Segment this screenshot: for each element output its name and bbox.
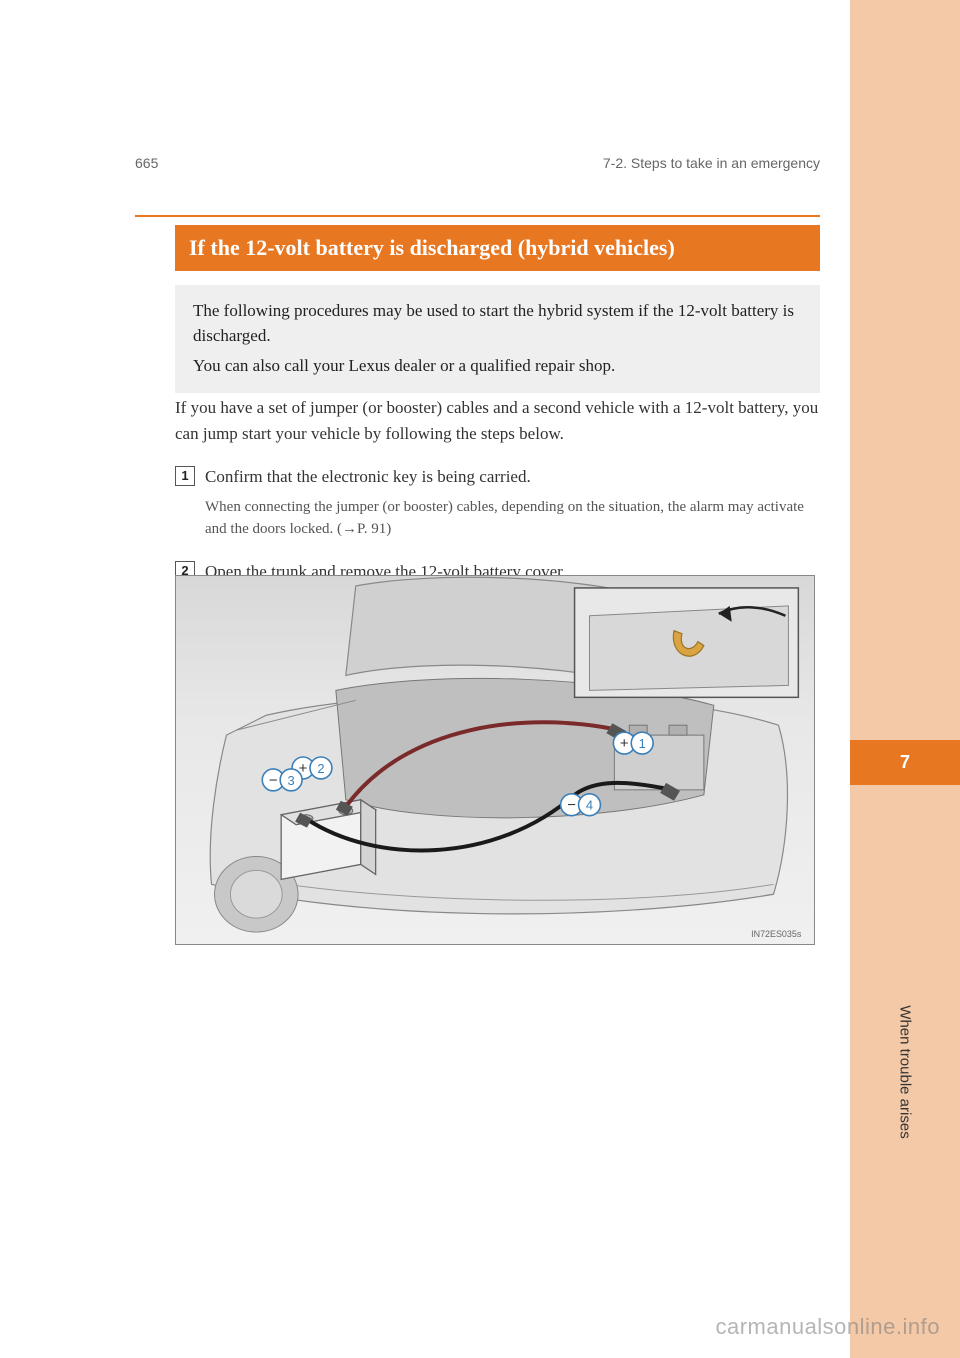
jumper-cable-diagram: +1+2−3−4 IN72ES035s — [175, 575, 815, 945]
image-code: IN72ES035s — [751, 929, 802, 939]
chapter-label: When trouble arises — [897, 1005, 914, 1138]
inset-panel — [575, 588, 799, 697]
side-column: 7 When trouble arises — [850, 0, 960, 1358]
page-title: If the 12-volt battery is discharged (hy… — [175, 225, 820, 271]
svg-text:2: 2 — [317, 761, 324, 776]
body-text: If you have a set of jumper (or booster)… — [175, 395, 820, 590]
chapter-tab: 7 — [850, 740, 960, 785]
svg-text:4: 4 — [586, 798, 593, 813]
svg-text:−: − — [567, 798, 576, 814]
step-number-icon: 1 — [175, 466, 195, 486]
header-rule — [135, 215, 820, 217]
svg-text:−: − — [269, 773, 278, 789]
side-label-wrap: When trouble arises — [850, 785, 960, 1358]
intro-line-2: You can also call your Lexus dealer or a… — [193, 354, 802, 379]
diagram-svg: +1+2−3−4 IN72ES035s — [176, 576, 814, 944]
body-lead: If you have a set of jumper (or booster)… — [175, 395, 820, 446]
page-header: 665 7-2. Steps to take in an emergency — [135, 155, 820, 171]
step-subtext: When connecting the jumper (or booster) … — [205, 496, 820, 541]
side-top-spacer — [850, 0, 960, 150]
svg-text:1: 1 — [639, 736, 646, 751]
watermark: carmanualsonline.info — [715, 1314, 940, 1340]
step-1: 1 Confirm that the electronic key is bei… — [175, 464, 820, 490]
intro-line-1: The following procedures may be used to … — [193, 299, 802, 348]
svg-text:+: + — [620, 736, 629, 752]
intro-box: The following procedures may be used to … — [175, 285, 820, 393]
svg-text:3: 3 — [288, 773, 295, 788]
step-text: Confirm that the electronic key is being… — [205, 464, 820, 490]
page-number: 665 — [135, 155, 158, 171]
side-spacer — [850, 150, 960, 740]
section-ref: 7-2. Steps to take in an emergency — [603, 155, 820, 171]
